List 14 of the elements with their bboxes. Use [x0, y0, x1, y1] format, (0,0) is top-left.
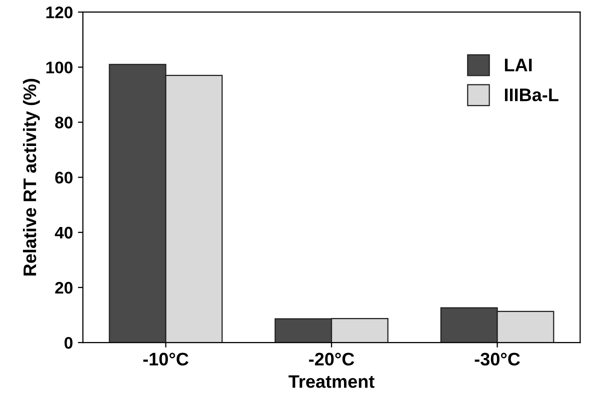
- y-tick-label: 0: [64, 336, 72, 349]
- y-tick-label: 20: [55, 282, 72, 294]
- x-tick-label: -20°C: [309, 352, 354, 366]
- x-axis-title: Treatment: [288, 375, 374, 388]
- y-tick-label: 60: [55, 172, 72, 184]
- y-axis-title: Relative RT activity (%): [22, 78, 40, 276]
- y-tick-label: 100: [46, 62, 72, 74]
- y-tick-label: 40: [54, 226, 72, 239]
- y-tick-label: 120: [46, 6, 72, 18]
- y-tick-label: 80: [55, 116, 72, 128]
- x-tick-label: -10°C: [143, 352, 188, 366]
- legend-label: IIIBa-L: [504, 88, 558, 102]
- legend-label: LAI: [504, 58, 532, 72]
- x-tick-label: -30°C: [474, 352, 520, 366]
